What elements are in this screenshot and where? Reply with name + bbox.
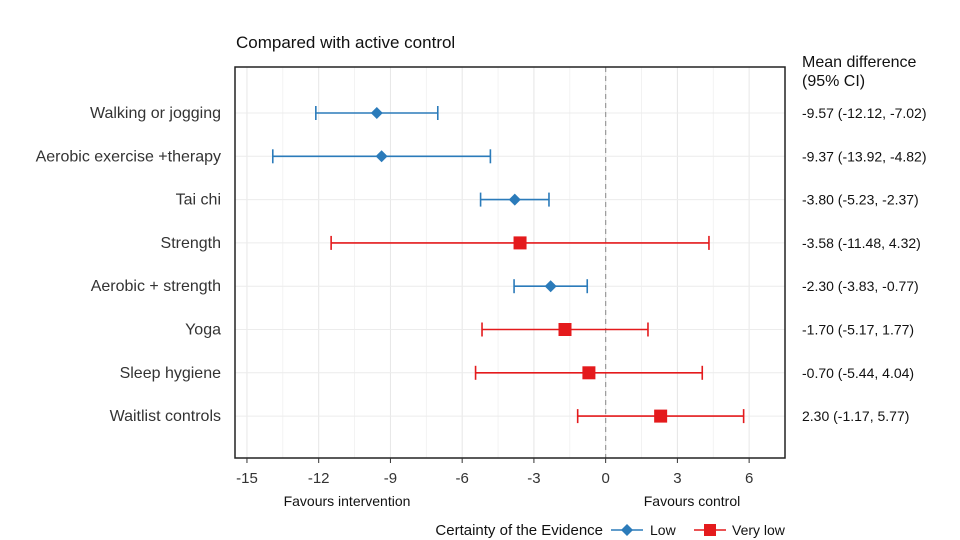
row-labels: Walking or jogging Aerobic exercise +ther… (36, 105, 222, 425)
x-tick-label: -6 (456, 470, 469, 487)
ci-text: -1.70 (-5.17, 1.77) (802, 322, 914, 338)
point-estimate-square (582, 366, 596, 380)
ci-text: -3.80 (-5.23, -2.37) (802, 192, 919, 208)
row-label: Walking or jogging (90, 105, 221, 122)
x-tick-label: 6 (745, 470, 753, 487)
ci-header-line2: (95% CI) (802, 73, 865, 90)
grid-lines (235, 67, 786, 458)
x-tick-label: -15 (236, 470, 258, 487)
plot-panel-border (234, 66, 786, 459)
point-estimates (370, 107, 668, 423)
row-label: Strength (161, 235, 221, 252)
legend-verylow-marker (704, 524, 716, 536)
point-estimate-diamond (508, 193, 521, 206)
row-label: Aerobic exercise +therapy (36, 148, 221, 165)
favours-control-label: Favours control (644, 493, 740, 509)
x-tick-label: 0 (601, 470, 609, 487)
row-label: Sleep hygiene (120, 365, 222, 382)
x-tick-label: -3 (527, 470, 540, 487)
x-axis-ticks: -15 -12 -9 -6 -3 0 3 6 (236, 458, 753, 487)
point-estimate-diamond (544, 280, 557, 293)
ci-text: -2.30 (-3.83, -0.77) (802, 278, 919, 294)
ci-header-line1: Mean difference (802, 54, 917, 71)
x-tick-label: -9 (384, 470, 397, 487)
ci-text: -9.57 (-12.12, -7.02) (802, 105, 927, 121)
point-estimate-diamond (370, 107, 383, 119)
x-tick-label: -12 (308, 470, 330, 487)
row-label: Tai chi (176, 192, 221, 209)
row-label: Yoga (185, 322, 221, 339)
point-estimate-square (654, 409, 668, 423)
legend-verylow-label: Very low (732, 522, 786, 538)
x-tick-label: 3 (673, 470, 681, 487)
favours-intervention-label: Favours intervention (284, 493, 411, 509)
point-estimate-diamond (375, 150, 388, 163)
legend-low-marker (621, 524, 633, 536)
legend: Certainty of the Evidence Low Very low (435, 522, 785, 539)
ci-text: 2.30 (-1.17, 5.77) (802, 408, 909, 424)
point-estimate-square (513, 236, 527, 250)
ci-text: -9.37 (-13.92, -4.82) (802, 148, 927, 164)
ci-text: -0.70 (-5.44, 4.04) (802, 365, 914, 381)
ci-text: -3.58 (-11.48, 4.32) (802, 235, 921, 251)
legend-low-label: Low (650, 522, 677, 538)
ci-texts: -9.57 (-12.12, -7.02) -9.37 (-13.92, -4.8… (802, 105, 927, 424)
point-estimate-square (558, 323, 572, 336)
row-label: Waitlist controls (110, 408, 221, 425)
legend-title: Certainty of the Evidence (435, 522, 603, 539)
row-label: Aerobic + strength (91, 278, 221, 295)
ci-bars (271, 106, 745, 424)
chart-title: Compared with active control (236, 33, 455, 52)
